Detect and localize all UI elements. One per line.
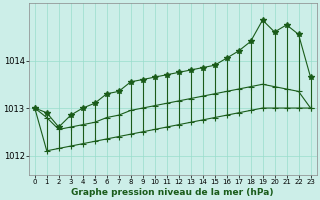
X-axis label: Graphe pression niveau de la mer (hPa): Graphe pression niveau de la mer (hPa): [71, 188, 274, 197]
